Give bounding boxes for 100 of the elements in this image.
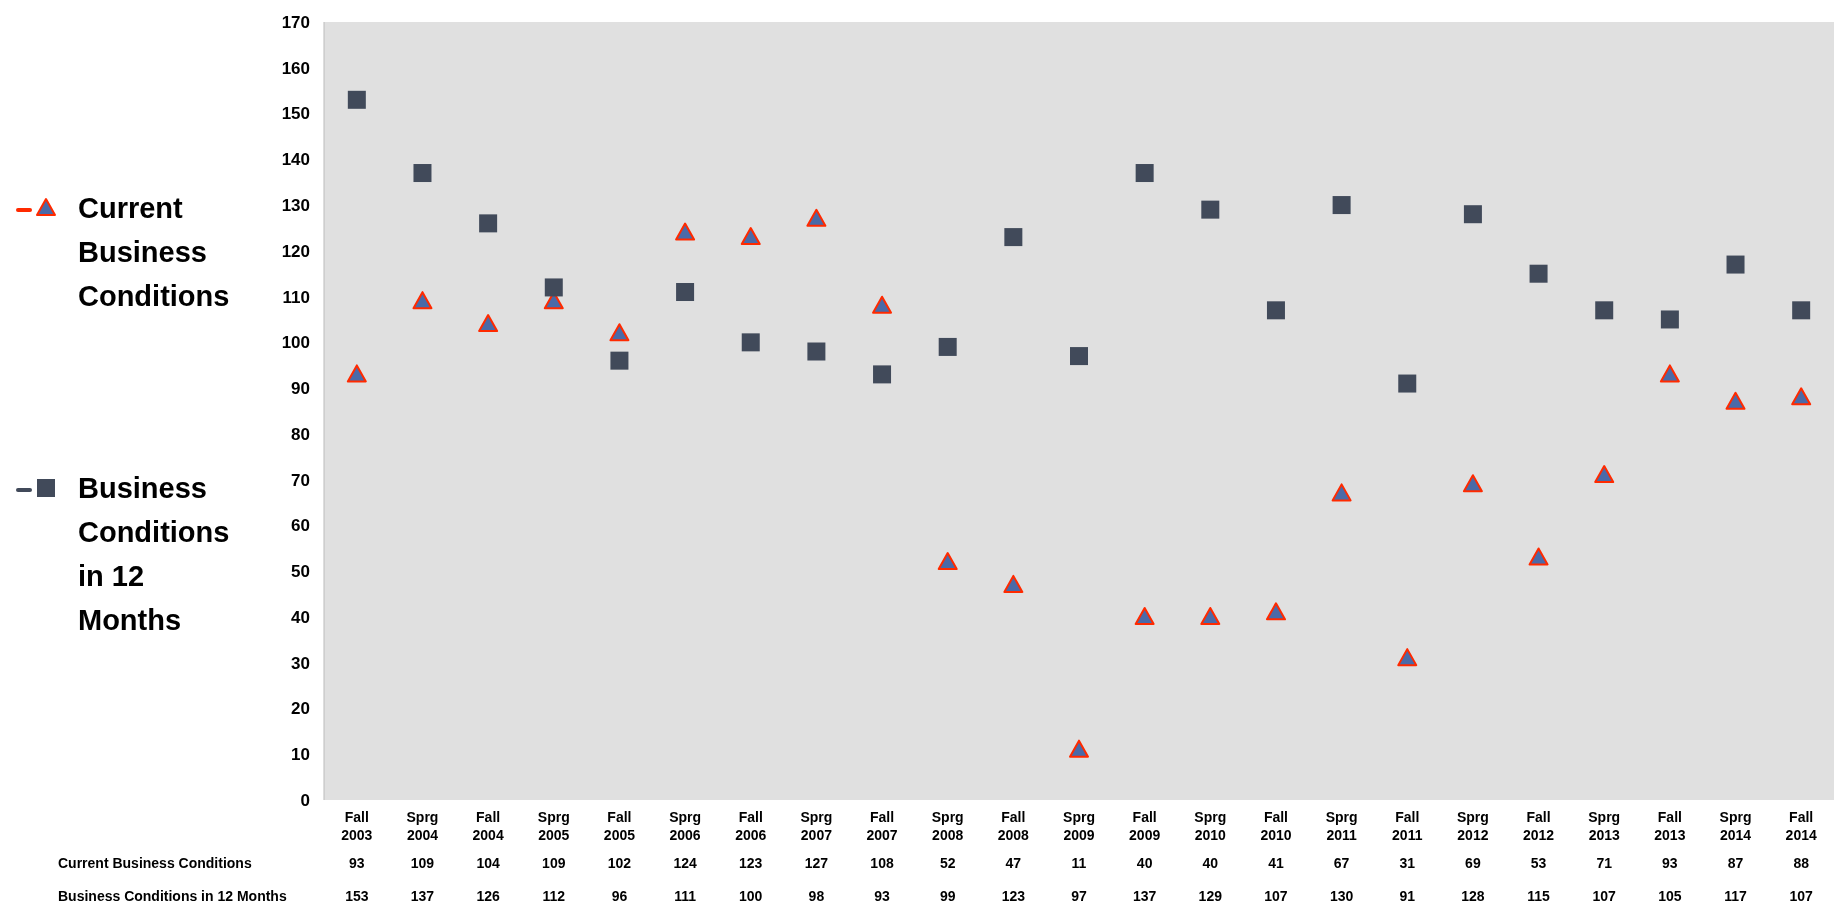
data-label: 99 [939, 888, 956, 904]
point [1200, 606, 1221, 625]
data-label: 11 [1071, 855, 1087, 871]
x-tick-label: Sprg 2013 [1588, 809, 1621, 843]
x-tick-label: Sprg 2008 [931, 809, 964, 843]
y-tick-label: 60 [291, 516, 310, 536]
point [1660, 310, 1679, 329]
point [675, 222, 696, 241]
text: Current Business Conditions [58, 855, 252, 871]
point [1791, 387, 1812, 406]
data-label: 41 [1268, 855, 1284, 871]
point [1397, 648, 1418, 667]
data-label: 107 [1264, 888, 1288, 904]
point [937, 552, 958, 571]
point [1266, 301, 1285, 320]
data-label: 126 [476, 888, 501, 904]
point [1594, 465, 1615, 484]
data-label: 93 [1662, 855, 1678, 871]
x-tick-label: Fall 2014 [1785, 809, 1817, 843]
point [1595, 301, 1614, 320]
data-label: 112 [542, 888, 566, 904]
point [1332, 196, 1351, 215]
point [1725, 391, 1746, 410]
data-label: 52 [939, 855, 956, 871]
data-label: 111 [674, 888, 697, 904]
data-label: 47 [1005, 855, 1022, 871]
data-label: 97 [1071, 888, 1087, 904]
point [873, 365, 892, 384]
y-tick-label: 50 [291, 562, 310, 582]
y-tick-label: 0 [300, 790, 310, 810]
data-label: 107 [1592, 888, 1617, 904]
point [347, 90, 366, 109]
data-label: 31 [1399, 855, 1416, 871]
data-label: 115 [1527, 888, 1551, 904]
data-label: 108 [870, 855, 894, 871]
data-label: 100 [739, 888, 763, 904]
data-label: 40 [1202, 855, 1219, 871]
point [806, 208, 827, 227]
point [1201, 200, 1220, 219]
x-tick-label: Sprg 2007 [800, 809, 833, 843]
data-label: 109 [410, 855, 435, 871]
point [1398, 374, 1417, 393]
data-label: 129 [1198, 888, 1223, 904]
y-tick-label: 140 [281, 150, 310, 170]
y-tick-label: 170 [281, 12, 310, 32]
point [740, 227, 761, 246]
point [1070, 347, 1088, 366]
data-label: 127 [804, 855, 829, 871]
data-label: 69 [1465, 855, 1481, 871]
point [741, 333, 760, 352]
data-label: 102 [607, 855, 632, 871]
legend-label: Current Business Conditions [78, 192, 230, 312]
y-tick-label: 110 [282, 287, 310, 307]
y-tick-label: 120 [281, 241, 310, 261]
point [1004, 228, 1023, 247]
data-label: 124 [673, 855, 697, 871]
x-tick-label: Sprg 2014 [1719, 809, 1752, 843]
point [1463, 205, 1482, 224]
data-label: 123 [739, 855, 763, 871]
legend-label: Business Conditions in 12 Months [78, 472, 230, 636]
y-tick-label: 130 [281, 196, 310, 216]
point [1726, 255, 1745, 274]
y-tick-label: 80 [291, 424, 310, 444]
data-label: 130 [1329, 888, 1354, 904]
x-tick-label: Fall 2010 [1260, 809, 1292, 843]
x-tick-label: Sprg 2010 [1194, 809, 1227, 843]
point [1003, 574, 1024, 593]
data-label: 137 [1132, 888, 1157, 904]
point [1528, 547, 1549, 566]
x-tick-label: Fall 2003 [341, 809, 373, 843]
point [938, 337, 957, 356]
data-label: 98 [808, 888, 825, 904]
point [544, 278, 563, 297]
point [1135, 164, 1154, 183]
data-label: 93 [349, 855, 365, 871]
data-label: 88 [1793, 855, 1810, 871]
point [479, 214, 498, 233]
data-label: 109 [542, 855, 566, 871]
x-tick-label: Sprg 2005 [537, 809, 570, 843]
data-label: 87 [1727, 855, 1744, 871]
point [676, 283, 695, 302]
x-tick-label: Fall 2008 [997, 809, 1030, 843]
data-label: 123 [1001, 888, 1026, 904]
x-tick-label: Sprg 2006 [669, 809, 702, 843]
x-tick-label: Fall 2004 [472, 809, 504, 843]
data-label: 153 [345, 888, 369, 904]
data-label: 67 [1333, 855, 1350, 871]
y-tick-label: 70 [291, 470, 310, 490]
x-tick-label: Fall 2009 [1129, 809, 1161, 843]
point [609, 323, 630, 342]
x-tick-label: Sprg 2012 [1456, 809, 1489, 843]
x-tick-label: Sprg 2004 [406, 809, 439, 843]
y-tick-label: 150 [281, 104, 310, 124]
data-label: 71 [1596, 855, 1613, 871]
point [807, 342, 826, 361]
data-label: 105 [1658, 888, 1682, 904]
data-label: 96 [611, 888, 628, 904]
y-tick-label: 30 [291, 653, 310, 673]
point [346, 364, 367, 383]
point [1134, 606, 1155, 625]
